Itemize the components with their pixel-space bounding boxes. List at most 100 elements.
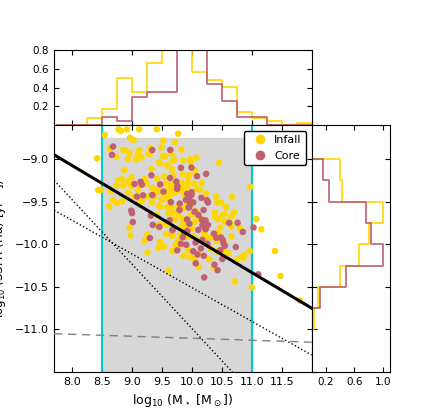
Point: [198, 179, 205, 186]
Point: [192, 208, 199, 214]
Point: [144, 249, 151, 256]
Point: [156, 224, 163, 230]
Point: [241, 252, 248, 258]
Point: [221, 211, 228, 217]
Point: [216, 159, 223, 166]
Point: [136, 198, 143, 204]
Point: [195, 227, 202, 233]
Point: [202, 217, 209, 224]
Point: [210, 230, 217, 237]
Point: [149, 199, 155, 206]
Point: [221, 242, 228, 249]
Point: [190, 219, 197, 226]
Point: [167, 175, 174, 181]
Point: [246, 248, 253, 255]
Point: [217, 224, 224, 231]
Point: [137, 181, 144, 188]
Point: [178, 164, 184, 171]
Point: [157, 181, 164, 188]
Point: [172, 186, 179, 193]
Point: [232, 278, 239, 285]
Point: [201, 229, 208, 236]
Point: [178, 146, 185, 153]
Point: [193, 154, 200, 161]
Point: [169, 247, 176, 254]
Point: [107, 188, 114, 194]
Point: [204, 199, 211, 206]
Point: [138, 198, 145, 205]
Point: [190, 199, 197, 206]
Point: [174, 238, 181, 245]
Point: [153, 126, 160, 133]
Point: [220, 240, 227, 247]
Point: [179, 217, 186, 224]
Point: [211, 214, 218, 221]
Point: [126, 181, 133, 187]
Point: [188, 198, 195, 204]
Point: [97, 186, 104, 193]
Point: [211, 234, 218, 240]
Point: [214, 229, 221, 236]
Point: [211, 210, 218, 217]
Point: [169, 227, 176, 234]
Point: [204, 197, 210, 204]
Point: [204, 240, 211, 247]
Point: [227, 221, 234, 228]
Point: [145, 150, 152, 157]
Point: [128, 174, 135, 181]
Point: [156, 159, 163, 166]
Point: [210, 232, 217, 239]
Point: [191, 255, 198, 262]
Point: [228, 224, 235, 230]
Point: [191, 167, 198, 174]
Point: [215, 247, 222, 254]
Point: [199, 222, 206, 229]
Point: [143, 181, 150, 187]
X-axis label: log$_{10}$ (M$_\star$ [M$_\odot$]): log$_{10}$ (M$_\star$ [M$_\odot$]): [132, 393, 233, 410]
Point: [109, 152, 116, 158]
Point: [223, 204, 229, 210]
Point: [168, 204, 175, 211]
Point: [214, 248, 221, 255]
Point: [200, 206, 207, 213]
Point: [191, 208, 198, 215]
Point: [188, 191, 195, 198]
Point: [200, 252, 207, 259]
Point: [168, 150, 175, 157]
Point: [172, 189, 179, 196]
Point: [163, 191, 170, 198]
Point: [157, 160, 164, 167]
Point: [120, 182, 127, 189]
Point: [131, 193, 138, 200]
Point: [190, 248, 197, 255]
Point: [148, 166, 155, 172]
Point: [178, 185, 184, 192]
Point: [143, 193, 150, 200]
Point: [117, 128, 124, 135]
Point: [123, 126, 130, 133]
Point: [184, 174, 191, 181]
Point: [187, 201, 194, 208]
Point: [192, 210, 199, 217]
Point: [106, 203, 113, 210]
Point: [204, 222, 211, 228]
Point: [202, 226, 209, 232]
Point: [153, 176, 160, 182]
Point: [192, 239, 199, 246]
Point: [213, 193, 220, 200]
Point: [164, 221, 171, 228]
Point: [174, 186, 181, 192]
Point: [152, 190, 159, 196]
Point: [154, 186, 161, 193]
Point: [126, 224, 133, 231]
Point: [168, 181, 174, 187]
Point: [221, 218, 228, 225]
Point: [162, 153, 168, 160]
Point: [228, 213, 235, 220]
Point: [258, 226, 265, 233]
Point: [110, 143, 116, 150]
Point: [160, 137, 167, 144]
Point: [155, 245, 162, 251]
Point: [168, 233, 175, 240]
Point: [225, 250, 232, 256]
